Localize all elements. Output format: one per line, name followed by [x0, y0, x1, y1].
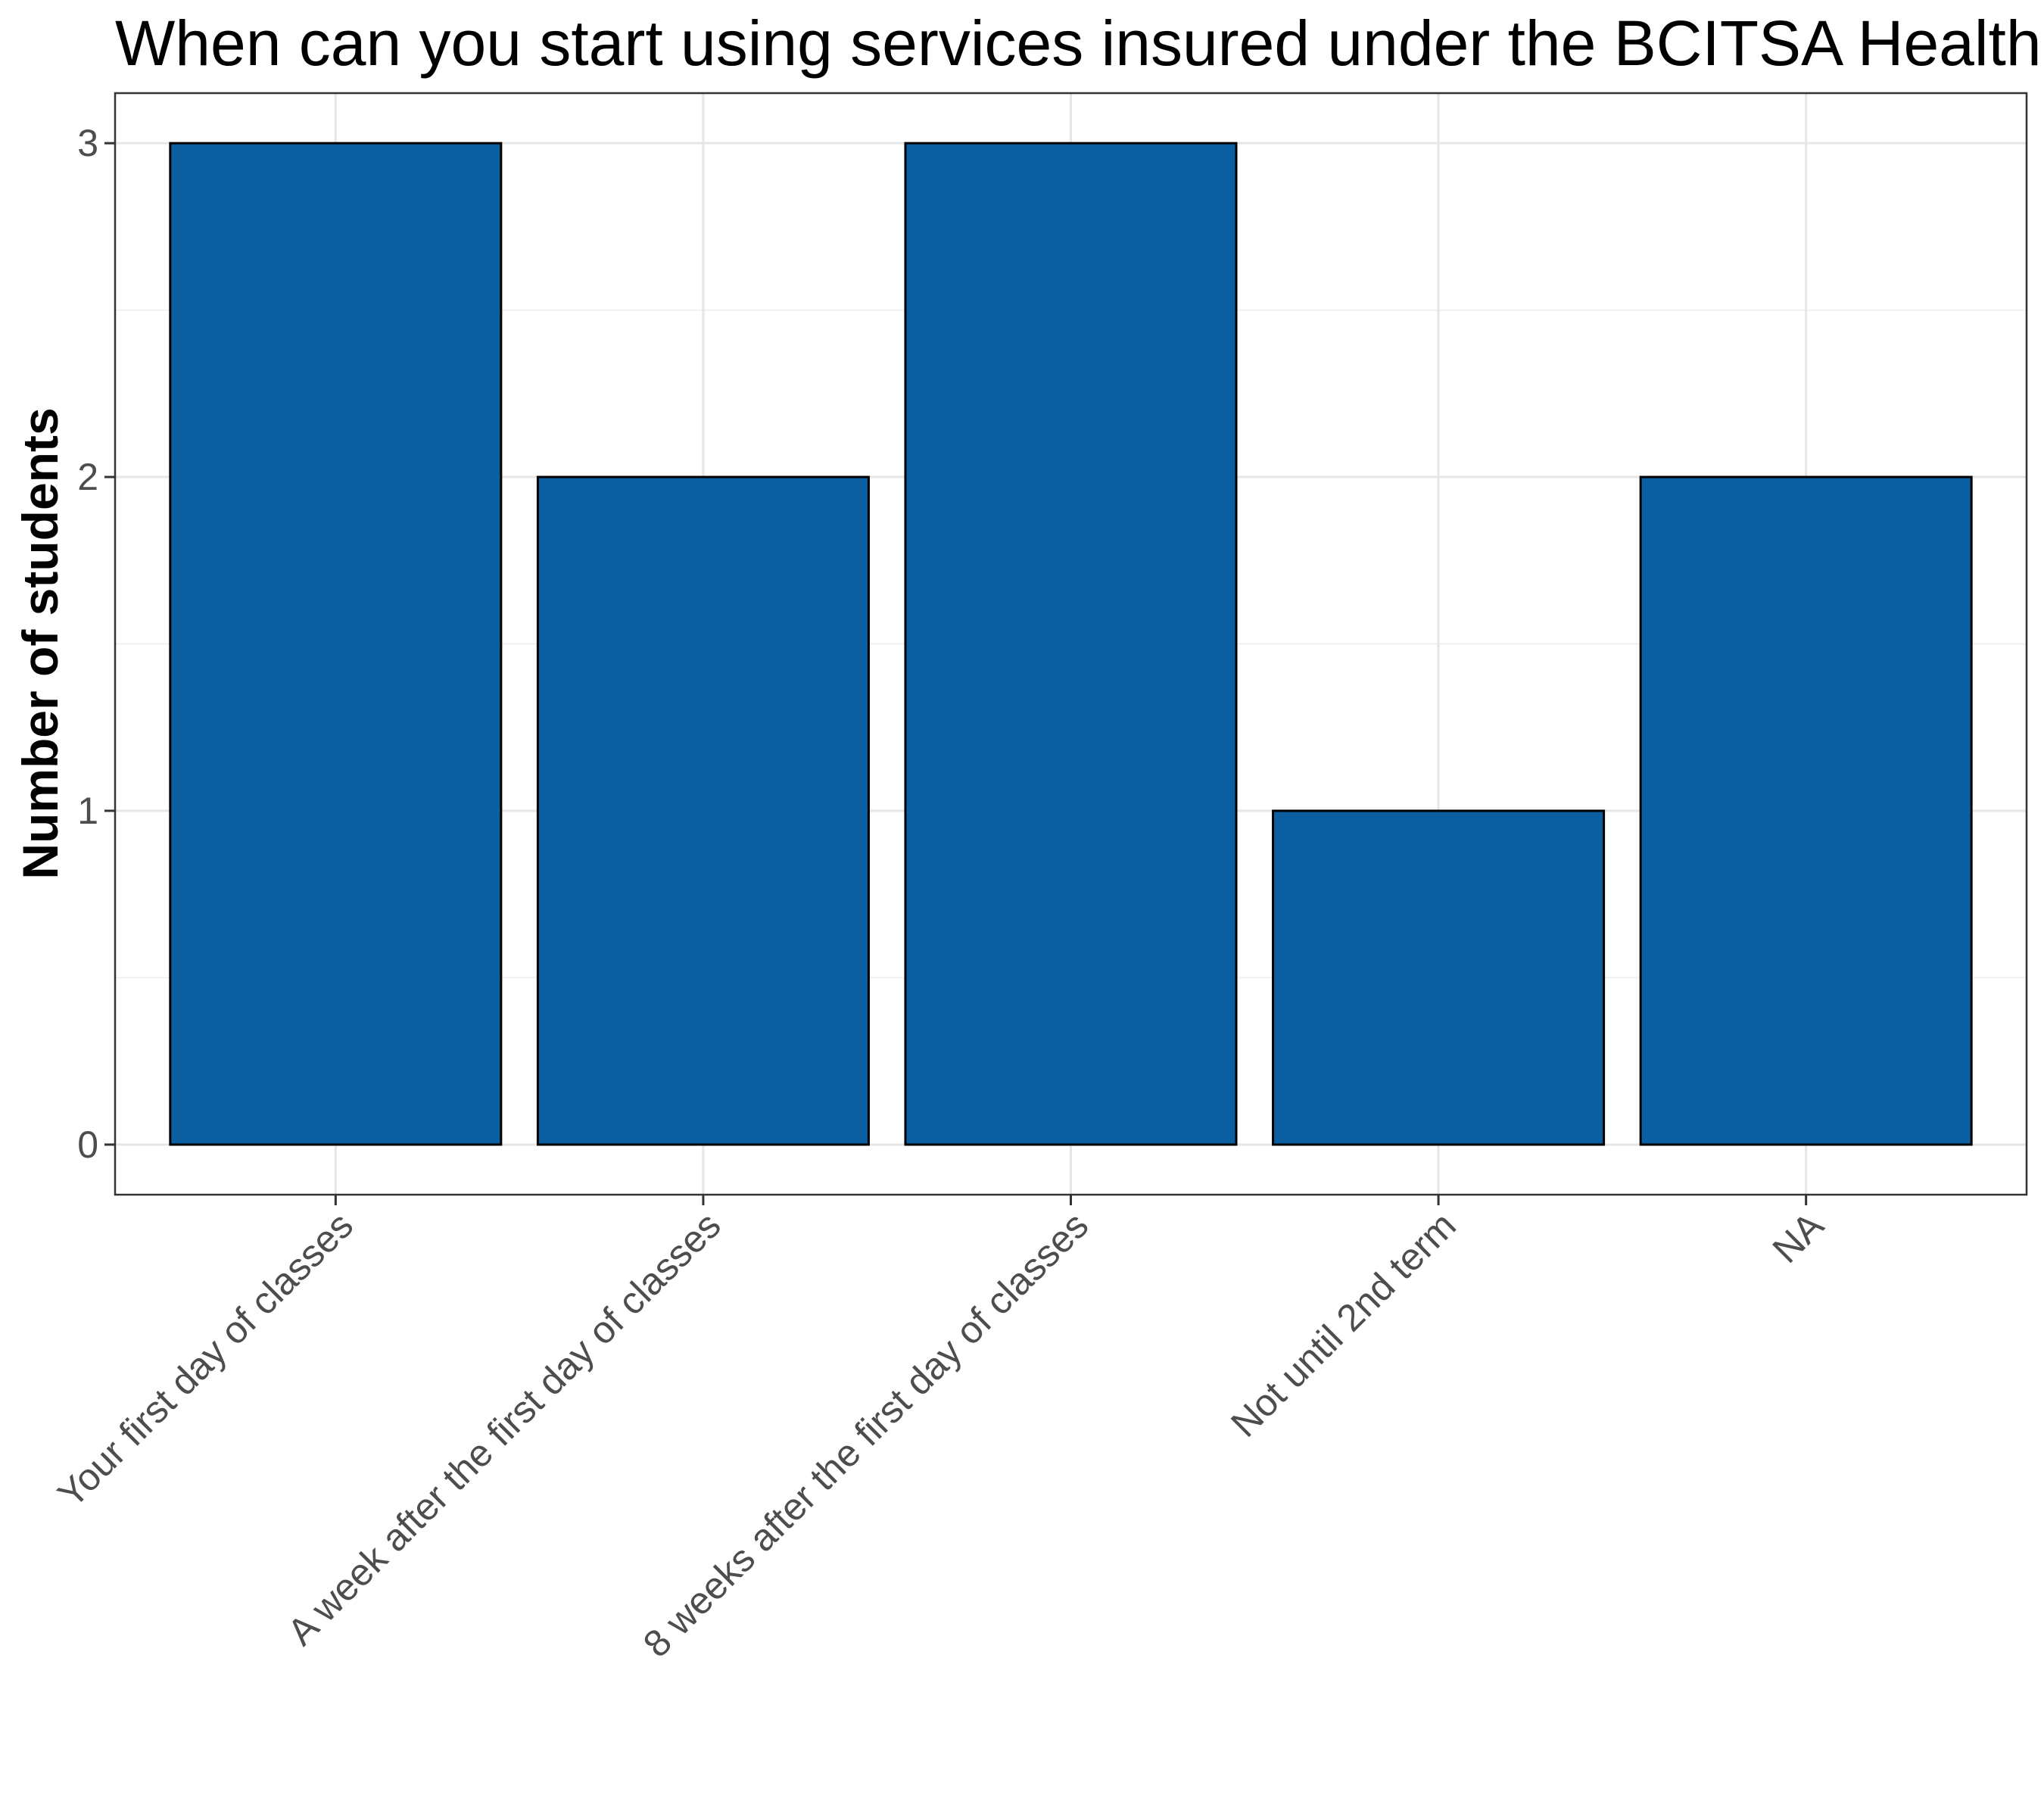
y-axis: 0 1 2 3: [77, 122, 115, 1166]
y-tick-label: 0: [77, 1124, 98, 1166]
y-axis-label: Number of students: [12, 407, 68, 879]
x-tick-label: A week after the first day of classes: [279, 1204, 729, 1653]
bar: [536, 475, 870, 1146]
y-tick-label: 1: [77, 790, 98, 832]
bars: [169, 142, 1973, 1146]
y-tick-label: 3: [77, 122, 98, 164]
x-tick-label: 8 weeks after the first day of classes: [635, 1204, 1096, 1665]
chart-title: When can you start using services insure…: [115, 8, 2044, 79]
bar: [1639, 475, 1973, 1146]
x-tick-label: Your first day of classes: [49, 1204, 361, 1516]
x-tick-label: NA: [1765, 1204, 1832, 1271]
y-tick-label: 2: [77, 456, 98, 498]
x-tick-label: Not until 2nd term: [1223, 1204, 1464, 1445]
bar: [1272, 809, 1606, 1146]
bar: [904, 142, 1238, 1146]
bar: [169, 142, 503, 1146]
